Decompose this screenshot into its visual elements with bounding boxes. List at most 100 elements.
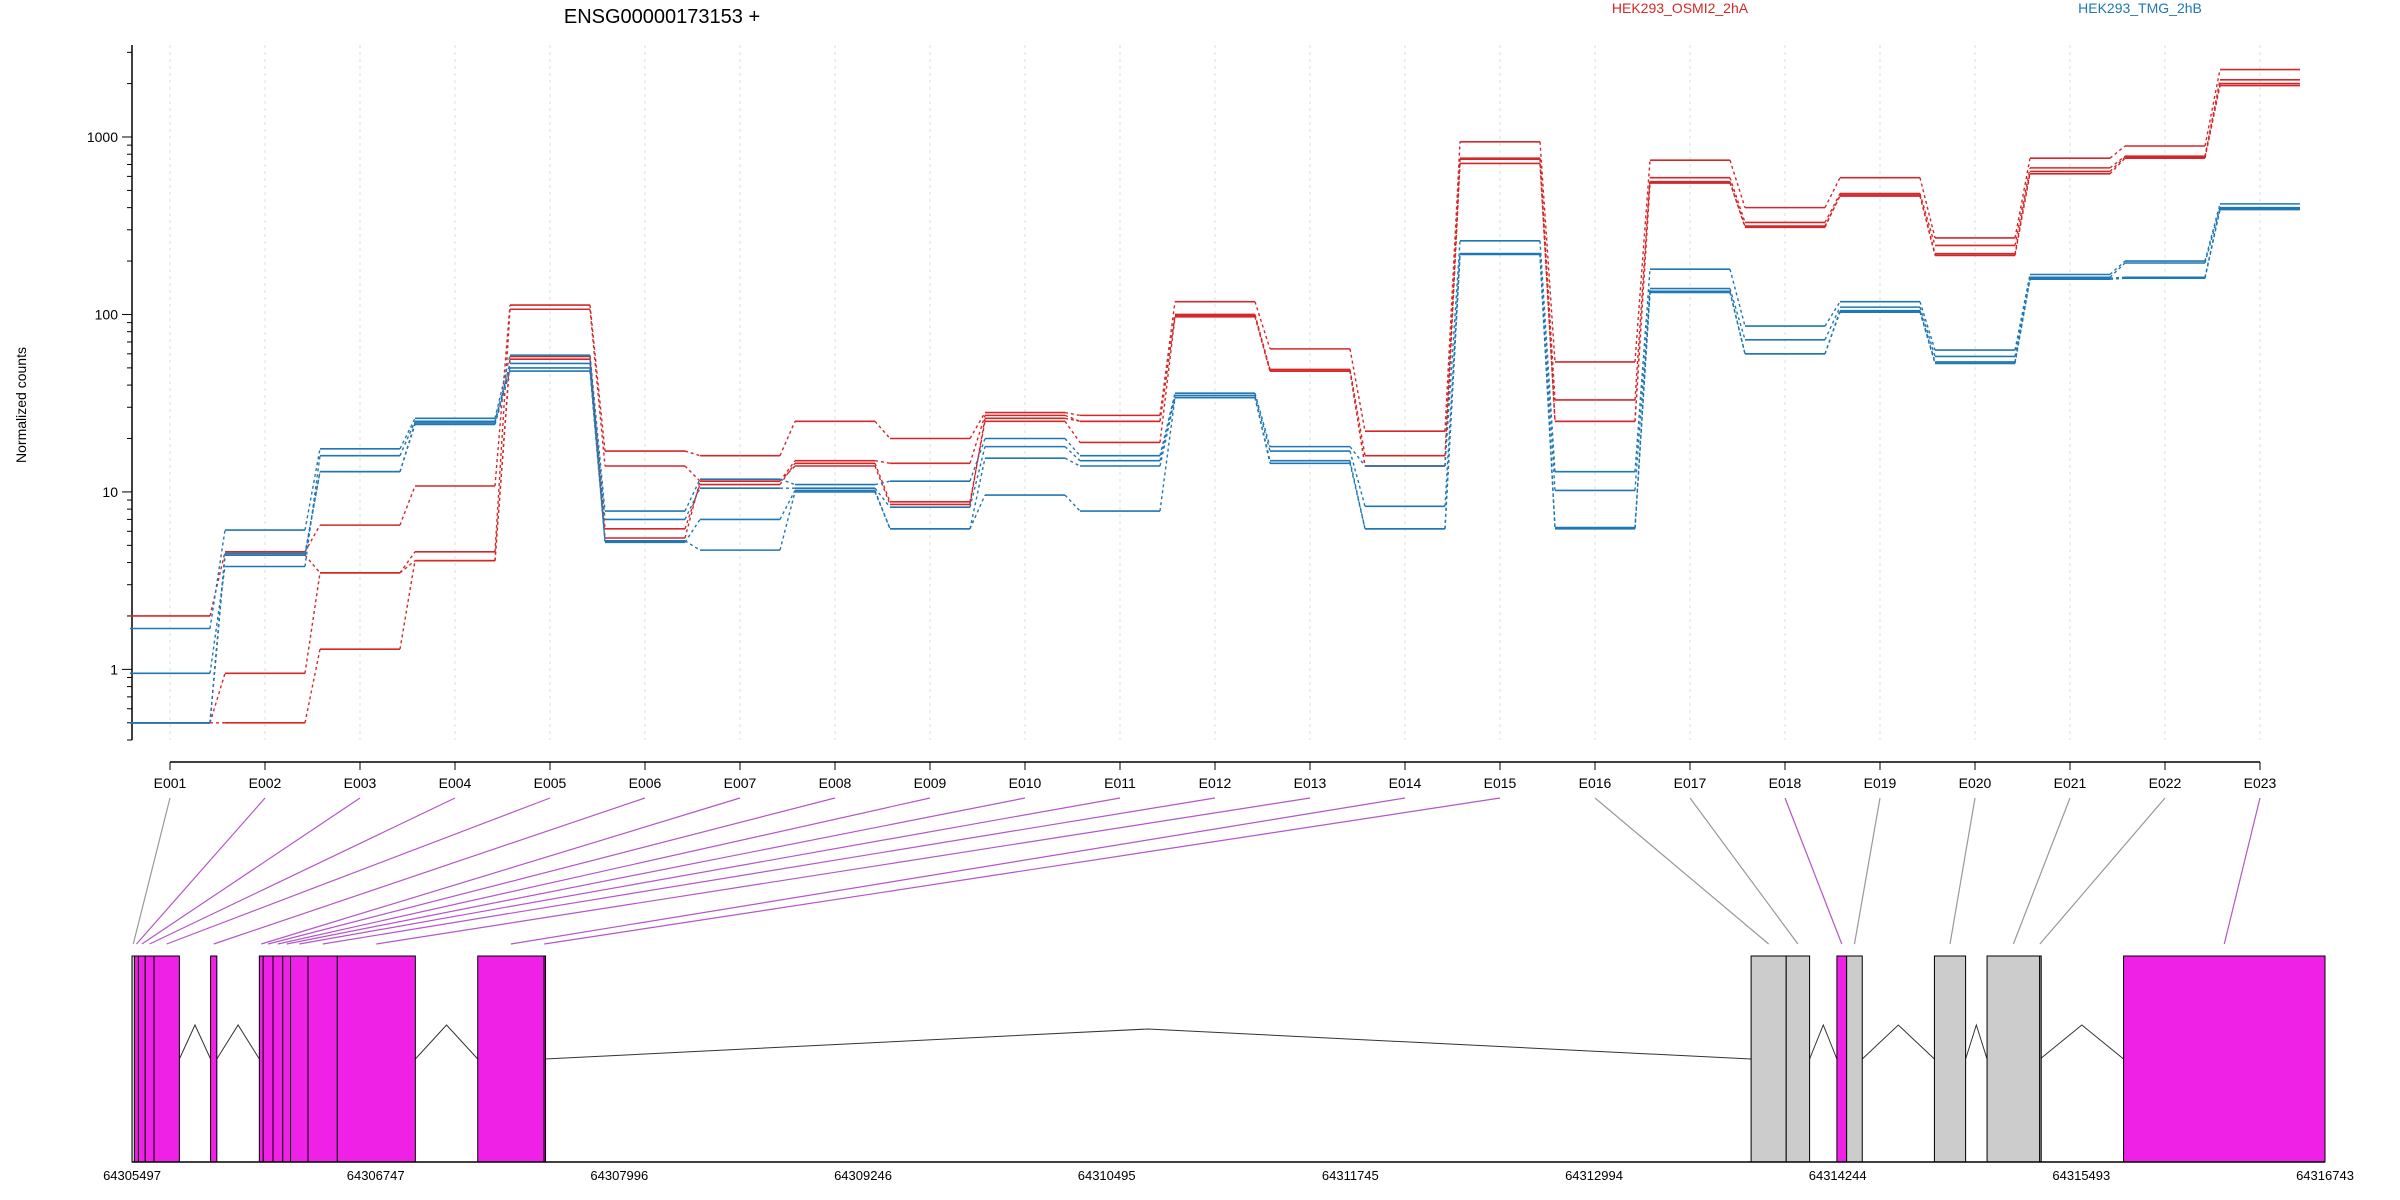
series-connector	[494, 363, 511, 422]
series-connector	[874, 465, 891, 505]
series-connector	[1349, 463, 1366, 529]
exon-block	[336, 955, 416, 1163]
series-connector	[2109, 156, 2126, 172]
x-tick-label: E010	[1009, 775, 1042, 791]
exon-connector	[149, 797, 456, 945]
series-connector	[399, 421, 416, 456]
series-connector	[969, 418, 986, 505]
series-connector	[1729, 292, 1746, 355]
series-connector	[684, 478, 701, 512]
series-connector	[874, 459, 891, 464]
series-8	[130, 207, 2300, 724]
y-axis: 1 10 100 1000	[87, 45, 133, 741]
series-connector	[1254, 397, 1271, 464]
series-connector	[1729, 160, 1746, 208]
exon-block	[1986, 955, 2041, 1163]
series-connector	[209, 529, 226, 629]
series-connector	[494, 304, 511, 487]
series-connector	[1919, 301, 1936, 351]
series-connector	[1064, 420, 1081, 443]
coord-tick-label: 64314244	[1809, 1168, 1867, 1183]
exon-block	[134, 955, 139, 1163]
intron-line	[2039, 1024, 2124, 1060]
exon-connector	[1853, 797, 1881, 945]
x-tick-label: E015	[1484, 775, 1517, 791]
series-connector	[589, 370, 606, 543]
series-connector	[969, 412, 986, 439]
series-connector	[1729, 177, 1746, 223]
chart-title: ENSG00000173153 +	[564, 6, 760, 28]
series-connector	[779, 478, 796, 486]
x-tick-label: E012	[1199, 775, 1232, 791]
exon-block	[210, 955, 218, 1163]
series-connector	[1064, 494, 1081, 512]
exon-connector	[2012, 797, 2071, 945]
genomic-coordinate-axis: 64305497 64306747 64307996 64309246 64310495…	[103, 1161, 2354, 1183]
series-connector	[494, 354, 511, 419]
series-connector	[399, 551, 416, 574]
series-layer	[130, 68, 2300, 724]
series-4	[130, 82, 2300, 724]
series-connector	[1824, 177, 1841, 208]
x-axis: E001 E002 E003 E004 E005 E006 E007 E008 E009 E010…	[154, 761, 2277, 791]
x-tick-label: E008	[819, 775, 852, 791]
series-connector	[969, 446, 986, 508]
exon-block	[1933, 955, 1967, 1163]
exon-block	[1846, 955, 1863, 1163]
exon-connector	[1784, 797, 1843, 945]
series-connector	[589, 355, 606, 512]
series-connector	[209, 555, 226, 723]
y-axis-label: Normalized counts	[13, 347, 29, 463]
exon-connector	[277, 797, 931, 945]
exon-block	[282, 955, 292, 1163]
series-connector	[874, 487, 891, 508]
series-connector	[969, 415, 986, 464]
series-connector	[1254, 315, 1271, 372]
x-tick-label: E021	[2054, 775, 2087, 791]
series-connector	[2014, 274, 2031, 351]
x-tick-label: E016	[1579, 775, 1612, 791]
x-tick-label: E005	[534, 775, 567, 791]
series-connector	[494, 359, 511, 561]
x-tick-label: E020	[1959, 775, 1992, 791]
x-tick-label: E023	[2244, 775, 2277, 791]
series-connector	[1634, 181, 1651, 422]
exon-block	[153, 955, 180, 1163]
series-connector	[1159, 301, 1176, 416]
series-connector	[874, 480, 891, 486]
series-connector	[1634, 160, 1651, 363]
exon-connector	[510, 797, 1406, 945]
x-tick-label: E019	[1864, 775, 1897, 791]
series-connector	[399, 422, 416, 472]
exon-connector	[261, 797, 741, 945]
series-connector	[1539, 253, 1556, 529]
series-connector	[1064, 417, 1081, 422]
exon-connector	[376, 797, 1311, 945]
series-connector	[779, 421, 796, 456]
exon-block	[258, 955, 264, 1163]
series-connector	[2014, 279, 2031, 364]
series-connector	[969, 458, 986, 529]
coord-tick-label: 64316743	[2296, 1168, 2354, 1183]
legend-entry-osmi2: HEK293_OSMI2_2hA	[1612, 0, 1749, 16]
series-connector	[1444, 254, 1461, 529]
exon-track	[131, 955, 2326, 1163]
series-connector	[2109, 155, 2126, 169]
series-connector	[1444, 253, 1461, 529]
series-connector	[2204, 69, 2221, 147]
coord-tick-label: 64315493	[2052, 1168, 2110, 1183]
x-tick-label: E022	[2149, 775, 2182, 791]
series-connector	[1824, 193, 1841, 223]
x-tick-label: E014	[1389, 775, 1422, 791]
series-connector	[2204, 83, 2221, 158]
series-connector	[1254, 301, 1271, 350]
series-connector	[399, 485, 416, 526]
series-connector	[589, 309, 606, 467]
x-tick-label: E002	[249, 775, 282, 791]
x-tick-label: E007	[724, 775, 757, 791]
series-connector	[1539, 163, 1556, 422]
series-connector	[1634, 177, 1651, 400]
series-connector	[1444, 253, 1461, 507]
series-connector	[1729, 288, 1746, 340]
